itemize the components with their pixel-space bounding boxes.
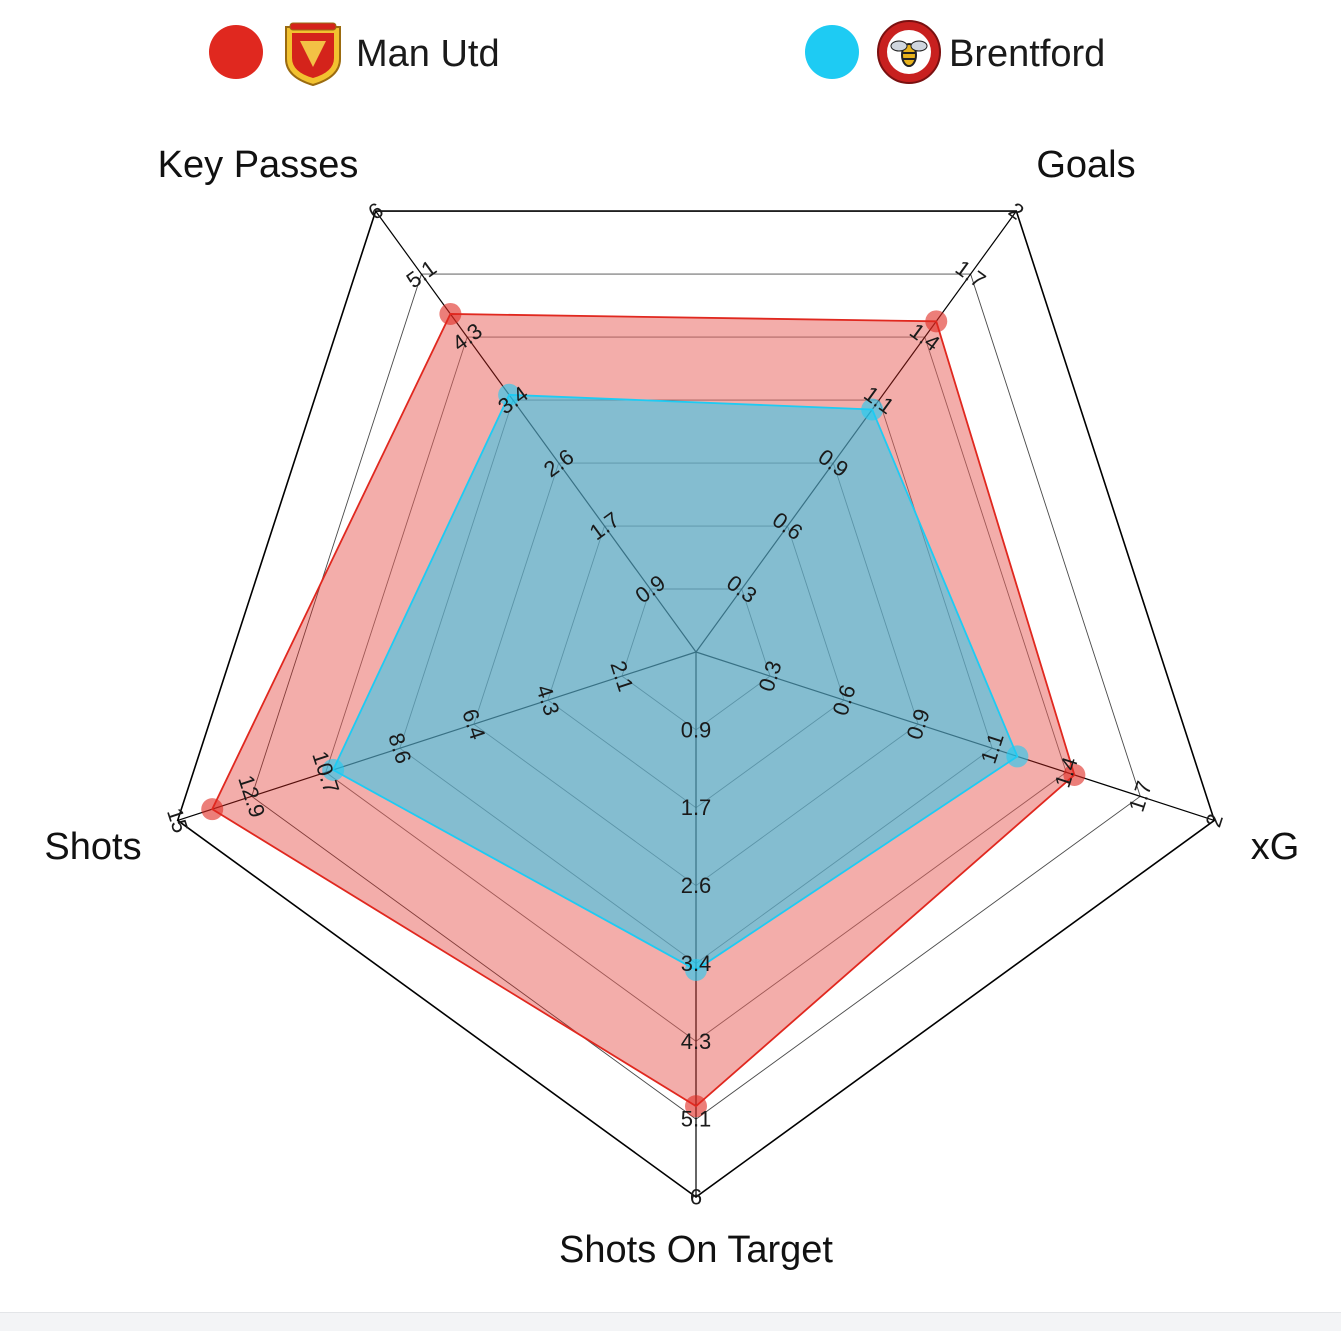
tick-label-shots-on-target: 6 [690, 1185, 702, 1210]
legend-label-man-utd: Man Utd [356, 33, 500, 75]
bottom-scroll-bar [0, 1312, 1341, 1331]
point-man-utd-shots-on-target [685, 1095, 707, 1118]
point-brentford-goals [861, 398, 884, 421]
axis-title-shots: Shots [44, 826, 141, 868]
point-man-utd-goals [925, 310, 948, 333]
legend-item-man-utd: Man Utd [209, 22, 500, 87]
series-brentford [322, 383, 1029, 981]
tick-label-key-passes: 5.1 [402, 255, 441, 293]
point-man-utd-xg [1063, 763, 1086, 786]
legend-label-brentford: Brentford [949, 33, 1105, 75]
grid-ring-7 [176, 210, 1216, 1198]
brentford-crest-icon [877, 20, 941, 84]
grid-ring-5 [325, 336, 1067, 1042]
axis-title-shots-on-target: Shots On Target [559, 1229, 833, 1271]
man-utd-crest-icon [285, 22, 341, 87]
tick-label-shots-on-target: 2.6 [681, 873, 712, 898]
tick-label-shots-on-target: 4.3 [681, 1029, 712, 1054]
series-area-brentford [331, 393, 1019, 971]
tick-label-goals: 1.7 [951, 255, 990, 293]
point-brentford-key-passes [498, 383, 521, 406]
tick-label-xg: 1.7 [1124, 778, 1157, 815]
tick-label-goals: 2 [1004, 197, 1029, 224]
point-man-utd-key-passes [439, 302, 462, 325]
axis-title-key-passes: Key Passes [158, 144, 359, 186]
legend-marker-man-utd [209, 25, 263, 79]
tick-label-shots-on-target: 1.7 [681, 795, 712, 820]
point-brentford-shots-on-target [685, 958, 707, 981]
axis-titles: Goals xG Shots On Target Shots Key Passes [44, 144, 1299, 1271]
point-man-utd-shots [201, 798, 224, 821]
legend: Man Utd Brentford [209, 20, 1105, 87]
tick-label-shots-on-target: 5.1 [681, 1107, 712, 1132]
point-brentford-xg [1006, 745, 1029, 768]
series-layer [201, 302, 1086, 1118]
grid-ring-6 [251, 273, 1141, 1120]
tick-label-shots: 15 [162, 805, 193, 836]
tick-label-shots-on-target: 0.9 [681, 717, 712, 742]
axis-title-xg: xG [1251, 826, 1300, 868]
legend-item-brentford: Brentford [805, 20, 1105, 84]
axis-title-goals: Goals [1036, 144, 1135, 186]
legend-marker-brentford [805, 25, 859, 79]
tick-label-shots-on-target: 3.4 [681, 951, 712, 976]
point-brentford-shots [322, 758, 345, 781]
